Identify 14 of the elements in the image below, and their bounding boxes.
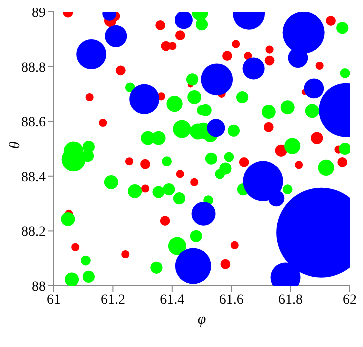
y-tick-label: 88.8 (22, 60, 46, 76)
y-tick-label: 88.6 (22, 116, 46, 131)
y-tick-label: 88.4 (22, 170, 46, 186)
y-axis-title: θ (7, 141, 24, 149)
y-tick-label: 88.2 (22, 225, 46, 240)
x-axis-title: φ (198, 312, 206, 328)
x-tick-label: 62 (343, 292, 357, 308)
x-tick-label: 61.6 (219, 292, 244, 308)
x-tick-label: 61.4 (160, 292, 185, 308)
y-tick-label: 88 (32, 280, 46, 295)
x-tick-label: 61.2 (100, 292, 126, 308)
x-tick-label: 61.8 (278, 292, 304, 308)
x-tick-label: 61 (47, 292, 61, 308)
y-tick-label: 89 (32, 6, 46, 21)
